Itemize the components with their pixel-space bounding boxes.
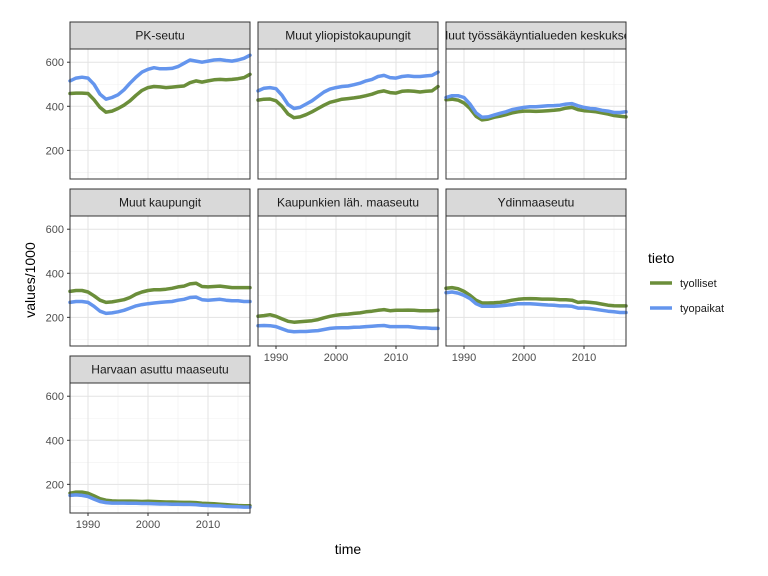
facet-title: Harvaan asuttu maaseutu xyxy=(91,363,228,377)
y-axis-title: values/1000 xyxy=(22,242,38,318)
plot-background xyxy=(258,49,438,179)
legend-label-tyopaikat: tyopaikat xyxy=(680,303,724,315)
x-tick-label: 2000 xyxy=(512,352,536,364)
facet-panel: Muut kaupungit 200 400 600 xyxy=(46,188,252,347)
series-line-tyopaikat xyxy=(68,53,252,101)
x-tick-label: 2000 xyxy=(136,519,160,531)
y-tick-label: 600 xyxy=(46,224,64,236)
facet-panel: PK-seutu 200 400 600 xyxy=(46,21,252,180)
y-tick-label: 200 xyxy=(46,312,64,324)
panels-layer: PK-seutu 200 400 600 Muut yliopistokaupungit… xyxy=(46,21,634,531)
y-tick-label: 200 xyxy=(46,479,64,491)
legend: tieto tyolliset tyopaikat xyxy=(648,250,724,315)
facet-title: Ydinmaaseutu xyxy=(498,196,575,210)
facet-strip xyxy=(445,21,627,50)
series-line-tyopaikat xyxy=(444,93,628,120)
series-line-tyolliset xyxy=(444,97,628,122)
facet-panel: Kaupunkien läh. maaseutu 1990 2000 2010 xyxy=(256,188,440,364)
panel-border xyxy=(257,48,439,180)
y-tick-label: 400 xyxy=(46,435,64,447)
x-tick-label: 2010 xyxy=(196,519,220,531)
x-tick-label: 2010 xyxy=(384,352,408,364)
series-line-tyolliset xyxy=(68,72,252,114)
series-line-tyolliset xyxy=(256,307,440,324)
facet-panel: Muut työssäkäyntialueden keskukset xyxy=(438,21,634,180)
facet-strip xyxy=(69,355,251,384)
facet-strip xyxy=(257,21,439,50)
facet-strip xyxy=(69,21,251,50)
y-tick-label: 400 xyxy=(46,268,64,280)
series-line-tyolliset xyxy=(444,285,628,308)
facet-title: PK-seutu xyxy=(135,29,184,43)
x-tick-label: 2010 xyxy=(572,352,596,364)
legend-label-tyolliset: tyolliset xyxy=(680,278,717,290)
panel-border xyxy=(445,215,627,347)
series-line-tyopaikat xyxy=(68,295,252,316)
series-line-tyopaikat xyxy=(256,323,440,334)
facet-title: Muut työssäkäyntialueden keskukset xyxy=(438,29,634,43)
x-tick-label: 1990 xyxy=(76,519,100,531)
facet-title: Muut yliopistokaupungit xyxy=(285,29,411,43)
legend-title: tieto xyxy=(648,250,675,266)
facet-title: Kaupunkien läh. maaseutu xyxy=(277,196,419,210)
series-line-tyopaikat xyxy=(256,70,440,111)
series-line-tyolliset xyxy=(68,281,252,305)
x-tick-label: 1990 xyxy=(452,352,476,364)
plot-background xyxy=(70,216,250,346)
x-tick-label: 1990 xyxy=(264,352,288,364)
facet-title: Muut kaupungit xyxy=(119,196,202,210)
panel-border xyxy=(69,48,251,180)
x-axis-title: time xyxy=(335,541,362,557)
plot-background xyxy=(446,216,626,346)
facet-panel: Muut yliopistokaupungit xyxy=(256,21,440,180)
series-line-tyopaikat xyxy=(68,493,252,509)
y-tick-label: 400 xyxy=(46,101,64,113)
x-tick-label: 2000 xyxy=(324,352,348,364)
facet-panel: Harvaan asuttu maaseutu 200 400 600 1990 2000… xyxy=(46,355,252,531)
plot-background xyxy=(70,49,250,179)
facet-panel: Ydinmaaseutu 1990 2000 2010 xyxy=(444,188,628,364)
facet-strip xyxy=(445,188,627,217)
panel-border xyxy=(445,48,627,180)
y-tick-label: 600 xyxy=(46,391,64,403)
panel-border xyxy=(69,382,251,514)
series-line-tyopaikat xyxy=(444,290,628,315)
y-tick-label: 200 xyxy=(46,145,64,157)
panel-border xyxy=(257,215,439,347)
plot-background xyxy=(258,216,438,346)
panel-border xyxy=(69,215,251,347)
facet-strip xyxy=(69,188,251,217)
plot-background xyxy=(70,383,250,513)
y-tick-label: 600 xyxy=(46,57,64,69)
series-line-tyolliset xyxy=(256,84,440,120)
